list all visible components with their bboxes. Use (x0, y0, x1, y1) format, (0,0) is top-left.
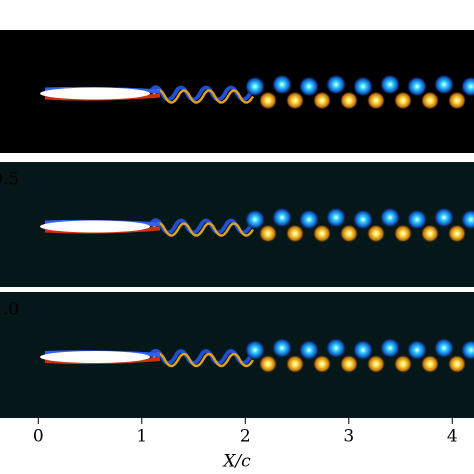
vortex (259, 224, 277, 243)
x-tick-label: 2 (240, 427, 251, 447)
vortex (313, 91, 331, 110)
vortex (259, 355, 277, 373)
vortex (340, 355, 358, 373)
vortex (380, 74, 400, 95)
vortex (326, 207, 346, 228)
vortex (407, 76, 427, 97)
vortex (286, 355, 304, 373)
vortex (286, 91, 304, 110)
vortex (394, 355, 412, 373)
x-tick-label: 3 (343, 427, 354, 447)
vortex (367, 224, 385, 243)
x-axis-label: X/c (221, 452, 251, 472)
vortex (340, 224, 358, 243)
vortex (272, 338, 292, 358)
vortex (434, 207, 454, 228)
vortex (421, 224, 439, 243)
wake-lower (151, 352, 255, 368)
vortex (259, 91, 277, 110)
vortex (394, 224, 412, 243)
vortex (461, 76, 474, 97)
vortex (245, 209, 265, 230)
airfoil (40, 87, 150, 100)
vortex (326, 338, 346, 358)
vortex (340, 91, 358, 110)
vortex (394, 91, 412, 110)
vortex (353, 340, 373, 360)
vortex (245, 76, 265, 97)
vortex (299, 209, 319, 230)
vortex (448, 355, 466, 373)
vortex (353, 76, 373, 97)
vortex (367, 91, 385, 110)
panel-label: 1.0 (0, 300, 19, 320)
panel-label: 0.0 (0, 38, 19, 58)
wake-lower (151, 222, 255, 237)
vortex (272, 207, 292, 228)
vortex (461, 209, 474, 230)
vortex (367, 355, 385, 373)
vortex (286, 224, 304, 243)
vortex (421, 355, 439, 373)
vortex (299, 76, 319, 97)
vortex (407, 340, 427, 360)
wake-lower (151, 89, 255, 104)
vortex (326, 74, 346, 95)
vortex (313, 355, 331, 373)
vortex (434, 338, 454, 358)
x-tick-label: 4 (447, 427, 458, 447)
vortex (380, 338, 400, 358)
vortex (299, 340, 319, 360)
x-tick-label: 0 (33, 427, 44, 447)
vortex (421, 91, 439, 110)
x-tick-label: 1 (136, 427, 147, 447)
airfoil (40, 220, 150, 233)
vortex (245, 340, 265, 360)
vortex (380, 207, 400, 228)
vortex (448, 91, 466, 110)
vortex (448, 224, 466, 243)
panel-label: 0.5 (0, 170, 19, 190)
vortex (313, 224, 331, 243)
vortex (407, 209, 427, 230)
vortex (353, 209, 373, 230)
vortex (434, 74, 454, 95)
vortex (461, 340, 474, 360)
vortex (272, 74, 292, 95)
airfoil (40, 351, 150, 363)
